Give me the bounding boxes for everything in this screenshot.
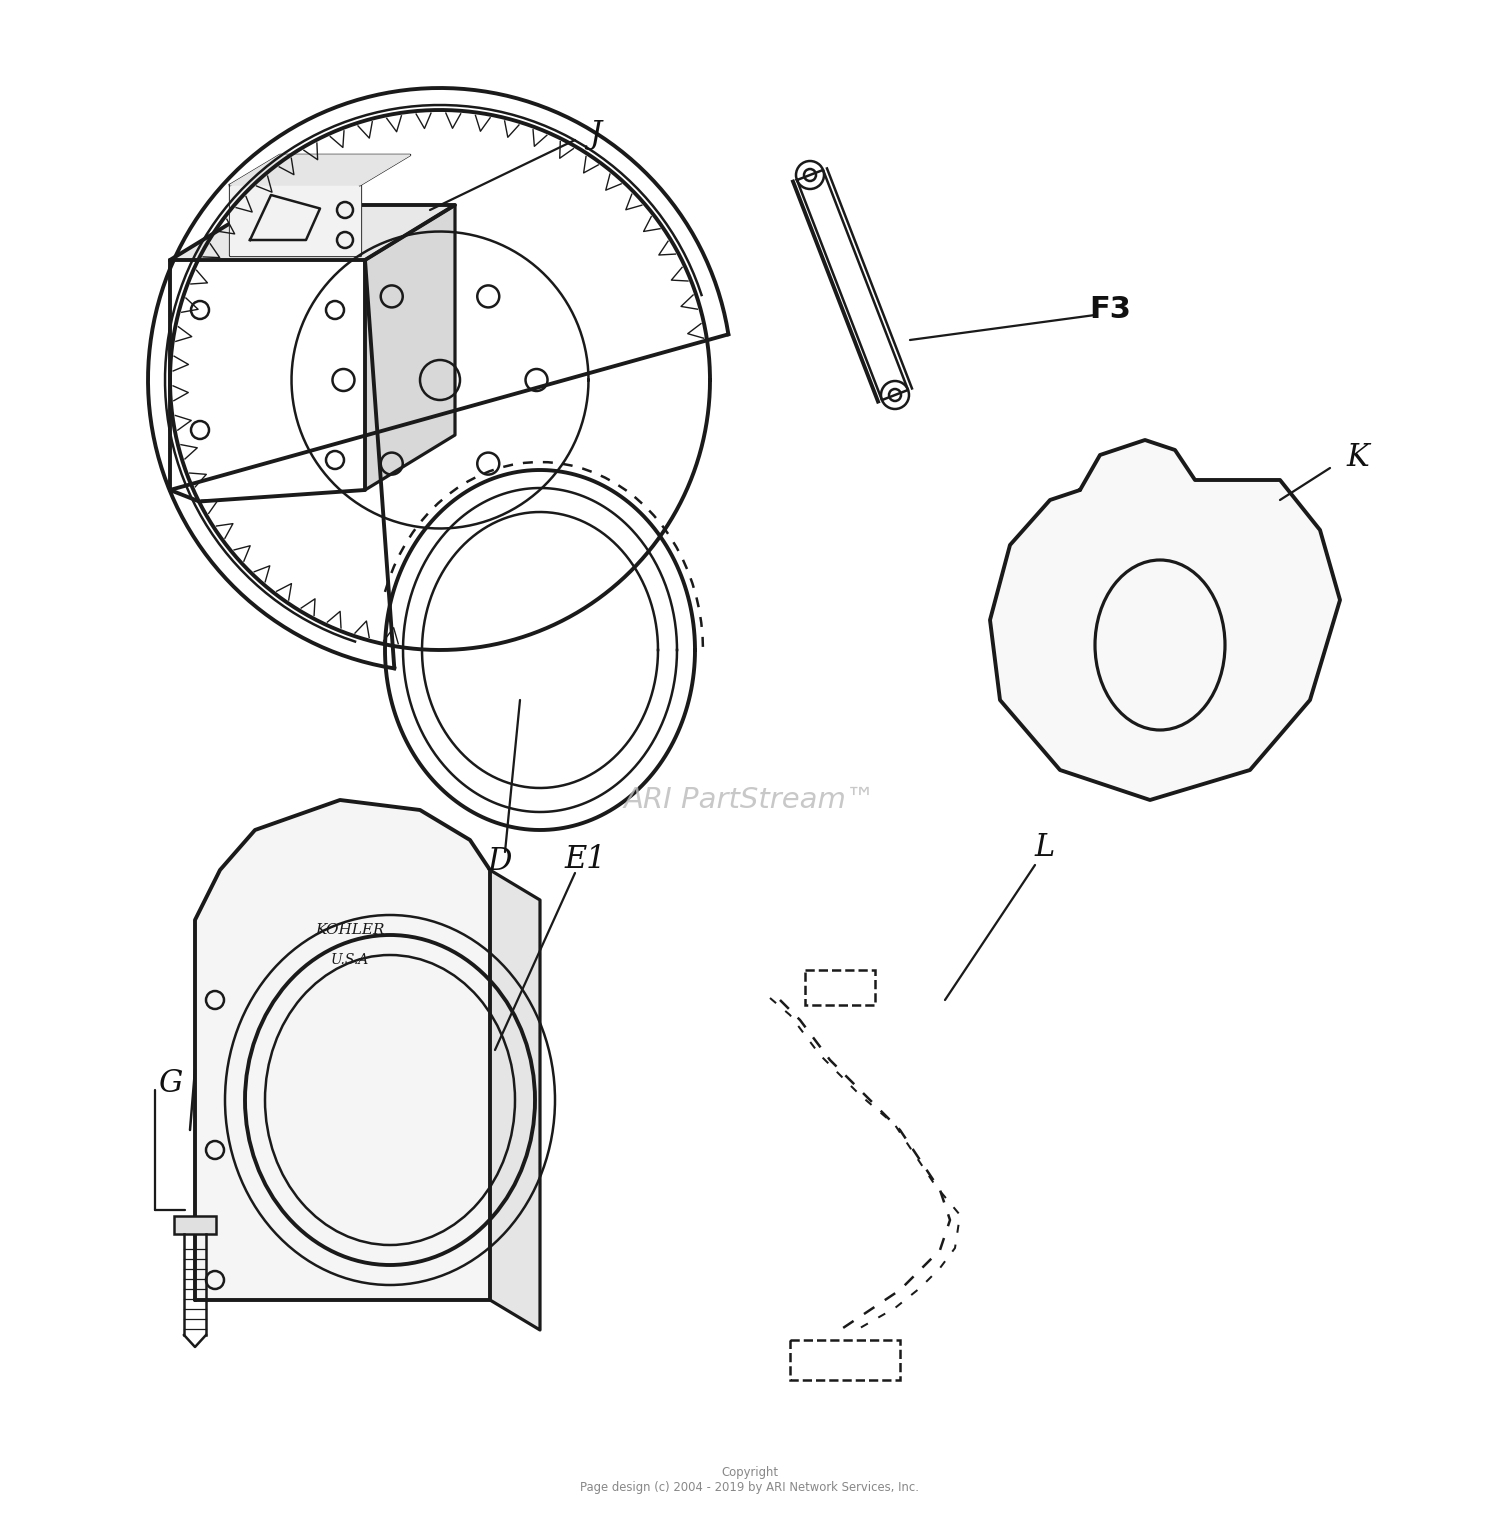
Polygon shape <box>364 205 454 490</box>
Bar <box>806 970 874 1005</box>
Text: F3: F3 <box>1089 295 1131 324</box>
Text: G: G <box>158 1067 182 1099</box>
Text: Copyright
Page design (c) 2004 - 2019 by ARI Network Services, Inc.: Copyright Page design (c) 2004 - 2019 by… <box>580 1466 920 1495</box>
Text: K: K <box>1347 441 1370 472</box>
Polygon shape <box>990 440 1340 801</box>
Text: L: L <box>1035 831 1054 863</box>
Bar <box>790 1339 900 1380</box>
Text: KOHLER: KOHLER <box>315 922 384 938</box>
Polygon shape <box>170 205 454 260</box>
Polygon shape <box>490 871 540 1330</box>
Polygon shape <box>230 186 360 256</box>
Text: J: J <box>590 120 602 151</box>
Bar <box>174 1216 216 1234</box>
Text: E1: E1 <box>564 845 606 875</box>
Polygon shape <box>195 801 490 1300</box>
Text: D: D <box>488 846 512 878</box>
Text: U.S.A: U.S.A <box>332 953 369 966</box>
Text: ARI PartStream™: ARI PartStream™ <box>624 785 876 814</box>
Polygon shape <box>230 155 410 186</box>
